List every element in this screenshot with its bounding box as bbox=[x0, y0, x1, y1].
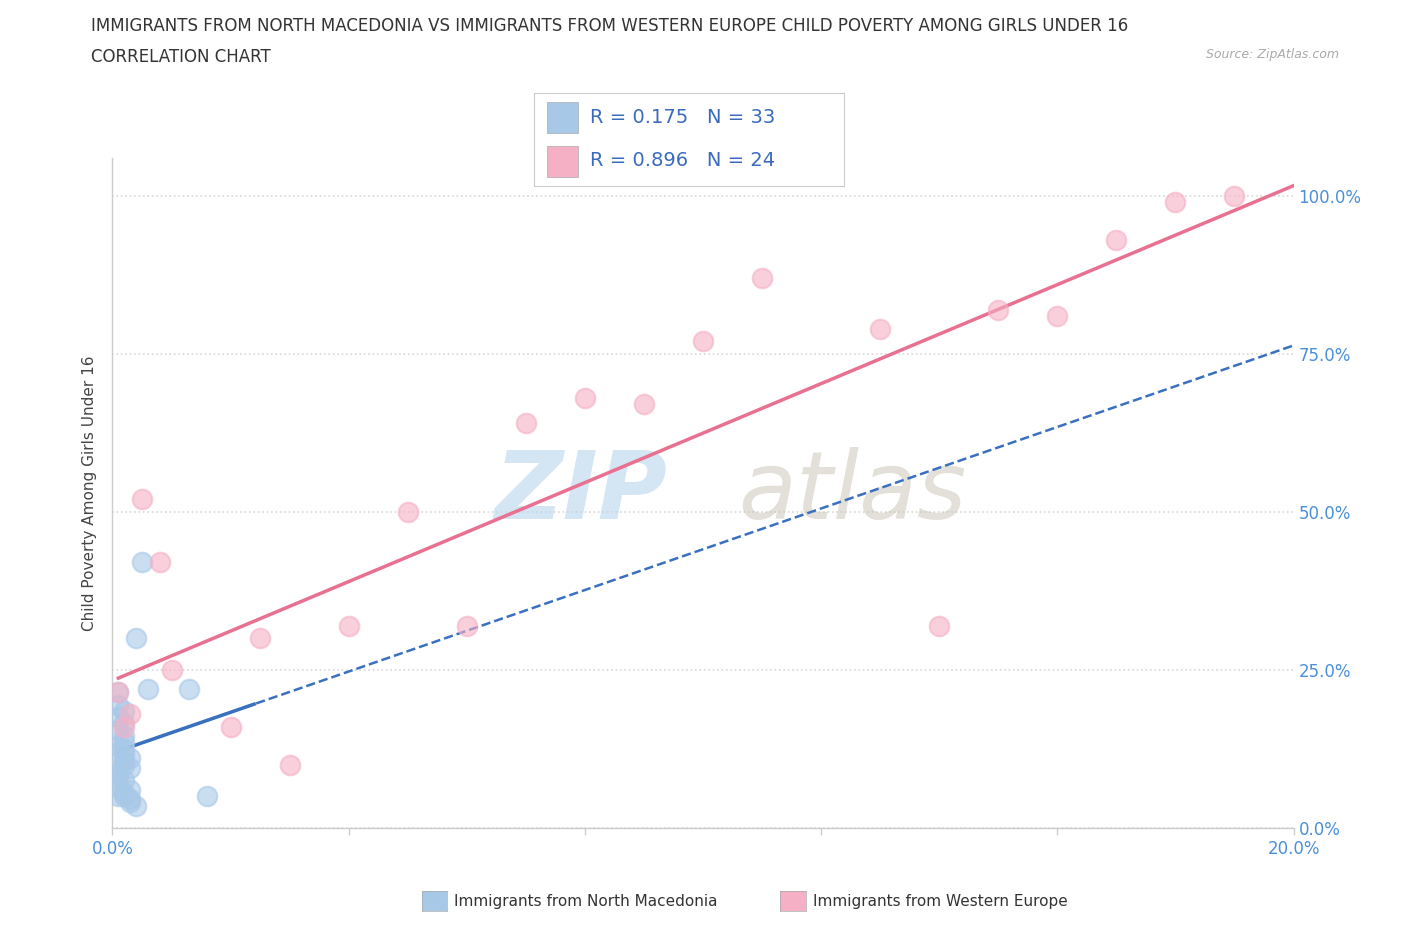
Point bbox=[131, 492, 153, 507]
Point bbox=[179, 682, 201, 697]
Text: IMMIGRANTS FROM NORTH MACEDONIA VS IMMIGRANTS FROM WESTERN EUROPE CHILD POVERTY : IMMIGRANTS FROM NORTH MACEDONIA VS IMMIG… bbox=[91, 17, 1129, 34]
Point bbox=[107, 710, 129, 724]
Text: atlas: atlas bbox=[738, 447, 967, 538]
Point bbox=[125, 798, 148, 813]
Point bbox=[120, 751, 142, 765]
Point bbox=[112, 741, 135, 756]
Text: R = 0.896   N = 24: R = 0.896 N = 24 bbox=[591, 152, 775, 170]
Bar bbox=[547, 146, 578, 177]
Point bbox=[515, 416, 537, 431]
Point bbox=[396, 504, 419, 519]
Point bbox=[107, 684, 129, 699]
Point bbox=[120, 795, 142, 810]
Point bbox=[112, 754, 135, 769]
Point bbox=[112, 735, 135, 750]
Point bbox=[120, 782, 142, 797]
Point bbox=[125, 631, 148, 645]
Point bbox=[751, 271, 773, 286]
Point bbox=[131, 555, 153, 570]
Point bbox=[112, 719, 135, 734]
Point bbox=[112, 786, 135, 801]
Point bbox=[107, 789, 129, 804]
Point bbox=[869, 321, 891, 336]
Point bbox=[112, 748, 135, 763]
Point bbox=[149, 555, 172, 570]
Point bbox=[107, 766, 129, 781]
Point bbox=[160, 662, 183, 677]
Point bbox=[112, 773, 135, 788]
Point bbox=[107, 764, 129, 778]
Point bbox=[112, 703, 135, 718]
Point bbox=[112, 729, 135, 744]
Point bbox=[120, 707, 142, 722]
Point bbox=[136, 682, 159, 697]
Text: Immigrants from Western Europe: Immigrants from Western Europe bbox=[813, 894, 1067, 909]
Point bbox=[107, 738, 129, 753]
Point bbox=[107, 684, 129, 699]
Text: Immigrants from North Macedonia: Immigrants from North Macedonia bbox=[454, 894, 717, 909]
Point bbox=[112, 716, 135, 731]
Text: ZIP: ZIP bbox=[495, 447, 668, 538]
Point bbox=[107, 770, 129, 785]
Y-axis label: Child Poverty Among Girls Under 16: Child Poverty Among Girls Under 16 bbox=[82, 355, 97, 631]
Text: R = 0.175   N = 33: R = 0.175 N = 33 bbox=[591, 108, 775, 126]
Point bbox=[987, 302, 1010, 317]
Point bbox=[107, 779, 129, 794]
Point bbox=[337, 618, 360, 633]
Point bbox=[1223, 189, 1246, 204]
Bar bbox=[547, 102, 578, 133]
Point bbox=[928, 618, 950, 633]
Point bbox=[1105, 232, 1128, 247]
Point bbox=[278, 757, 301, 772]
Point bbox=[112, 757, 135, 772]
Point bbox=[107, 698, 129, 712]
Point bbox=[107, 723, 129, 737]
Point bbox=[219, 719, 242, 734]
Point bbox=[112, 789, 135, 804]
Point bbox=[574, 391, 596, 405]
Point bbox=[107, 744, 129, 759]
Point bbox=[1164, 195, 1187, 210]
Point bbox=[692, 334, 714, 349]
Text: Source: ZipAtlas.com: Source: ZipAtlas.com bbox=[1205, 48, 1339, 61]
Point bbox=[1046, 309, 1069, 324]
Point bbox=[633, 397, 655, 412]
Point bbox=[120, 760, 142, 775]
Text: CORRELATION CHART: CORRELATION CHART bbox=[91, 48, 271, 66]
Point bbox=[120, 791, 142, 806]
Point bbox=[249, 631, 271, 645]
Point bbox=[456, 618, 478, 633]
Point bbox=[195, 789, 218, 804]
